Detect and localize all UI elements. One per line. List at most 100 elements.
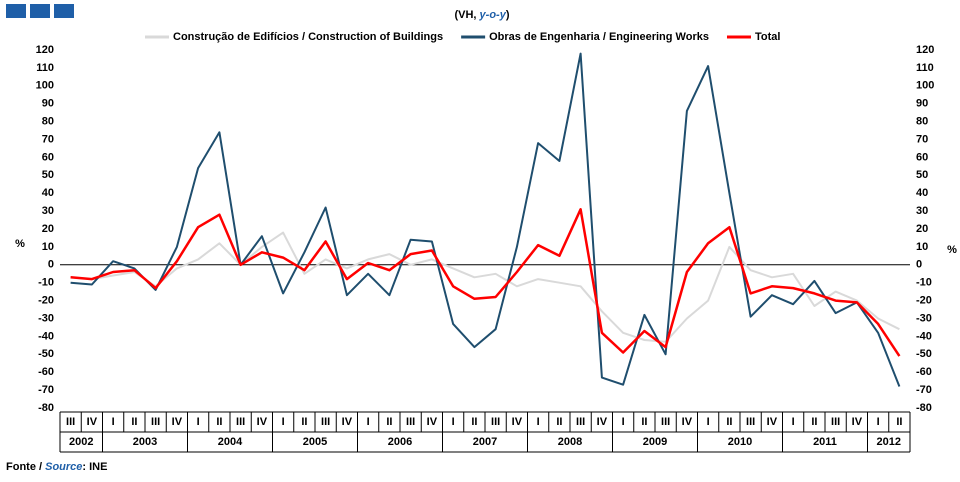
x-tick-label: IV: [342, 416, 353, 428]
y-tick-label: 10: [42, 241, 54, 253]
y-tick-label: -20: [38, 295, 54, 307]
x-tick-label: II: [301, 416, 307, 428]
x-tick-label: I: [622, 416, 625, 428]
y-axis-label: %: [947, 244, 957, 256]
y2-tick-label: 80: [916, 116, 928, 128]
y2-tick-label: -30: [916, 312, 932, 324]
y2-tick-label: 50: [916, 169, 928, 181]
year-label: 2004: [218, 436, 243, 448]
year-label: 2008: [558, 436, 582, 448]
x-tick-label: II: [896, 416, 902, 428]
x-tick-label: I: [537, 416, 540, 428]
year-label: 2011: [813, 436, 837, 448]
y2-tick-label: 100: [916, 80, 934, 92]
x-tick-label: II: [386, 416, 392, 428]
y2-tick-label: -60: [916, 366, 932, 378]
y2-tick-label: -20: [916, 295, 932, 307]
y-tick-label: 90: [42, 98, 54, 110]
y2-tick-label: 0: [916, 259, 922, 271]
x-tick-label: IV: [87, 416, 98, 428]
y2-tick-label: 60: [916, 151, 928, 163]
y-tick-label: 20: [42, 223, 54, 235]
source-text: : INE: [82, 461, 107, 473]
y-axis-label: %: [15, 238, 25, 250]
subtitle-text: ): [506, 9, 510, 21]
y2-tick-label: -50: [916, 348, 932, 360]
x-tick-label: IV: [852, 416, 863, 428]
x-tick-label: I: [282, 416, 285, 428]
y-tick-label: 40: [42, 187, 54, 199]
y2-tick-label: 70: [916, 133, 928, 145]
x-tick-label: I: [112, 416, 115, 428]
x-tick-label: I: [197, 416, 200, 428]
x-tick-label: IV: [512, 416, 523, 428]
x-tick-label: III: [661, 416, 670, 428]
y2-tick-label: -40: [916, 330, 932, 342]
x-tick-label: II: [471, 416, 477, 428]
x-tick-label: IV: [597, 416, 608, 428]
x-tick-label: IV: [172, 416, 183, 428]
logo-block: [30, 4, 50, 18]
logo-block: [6, 4, 26, 18]
x-tick-label: I: [792, 416, 795, 428]
x-tick-label: II: [556, 416, 562, 428]
y-tick-label: -70: [38, 384, 54, 396]
y-tick-label: 60: [42, 151, 54, 163]
source: Fonte / Source: INE: [6, 461, 107, 473]
y-tick-label: 50: [42, 169, 54, 181]
year-label: 2003: [133, 436, 157, 448]
year-label: 2002: [69, 436, 93, 448]
y-tick-label: -60: [38, 366, 54, 378]
x-tick-label: III: [746, 416, 755, 428]
y-tick-label: -40: [38, 330, 54, 342]
source-emphasis: Source: [45, 461, 82, 473]
series-line: [70, 231, 900, 343]
x-tick-label: III: [491, 416, 500, 428]
x-tick-label: II: [726, 416, 732, 428]
year-label: 2006: [388, 436, 412, 448]
x-tick-label: IV: [682, 416, 693, 428]
y-tick-label: -30: [38, 312, 54, 324]
series-line: [70, 52, 901, 387]
legend-label: Obras de Engenharia / Engineering Works: [489, 31, 709, 43]
y-tick-label: -80: [38, 402, 54, 414]
x-tick-label: III: [66, 416, 75, 428]
x-tick-label: I: [707, 416, 710, 428]
x-tick-label: IV: [257, 416, 268, 428]
x-tick-label: I: [452, 416, 455, 428]
source-text: Fonte /: [6, 461, 45, 473]
x-tick-label: II: [216, 416, 222, 428]
y2-tick-label: -80: [916, 402, 932, 414]
y2-tick-label: -70: [916, 384, 932, 396]
y-tick-label: 80: [42, 116, 54, 128]
x-tick-label: III: [151, 416, 160, 428]
y2-tick-label: 110: [916, 62, 934, 74]
y2-tick-label: 120: [916, 44, 934, 56]
y2-tick-label: 10: [916, 241, 928, 253]
y-tick-label: 70: [42, 133, 54, 145]
x-tick-label: III: [406, 416, 415, 428]
x-tick-label: IV: [427, 416, 438, 428]
x-tick-label: II: [131, 416, 137, 428]
legend-label: Construção de Edifícios / Construction o…: [173, 31, 443, 43]
x-tick-label: I: [877, 416, 880, 428]
subtitle: (VH, y-o-y): [454, 9, 509, 21]
y2-tick-label: 90: [916, 98, 928, 110]
x-tick-label: IV: [767, 416, 778, 428]
y2-tick-label: 40: [916, 187, 928, 199]
year-label: 2010: [728, 436, 752, 448]
y-tick-label: -50: [38, 348, 54, 360]
y2-tick-label: -10: [916, 277, 932, 289]
logo-block: [54, 4, 74, 18]
x-tick-label: III: [576, 416, 585, 428]
x-tick-label: II: [811, 416, 817, 428]
x-tick-label: III: [831, 416, 840, 428]
y-tick-label: 30: [42, 205, 54, 217]
year-label: 2007: [473, 436, 497, 448]
legend-label: Total: [755, 31, 780, 43]
x-tick-label: I: [367, 416, 370, 428]
subtitle-emphasis: y-o-y: [479, 9, 507, 21]
y-tick-label: 110: [36, 62, 54, 74]
